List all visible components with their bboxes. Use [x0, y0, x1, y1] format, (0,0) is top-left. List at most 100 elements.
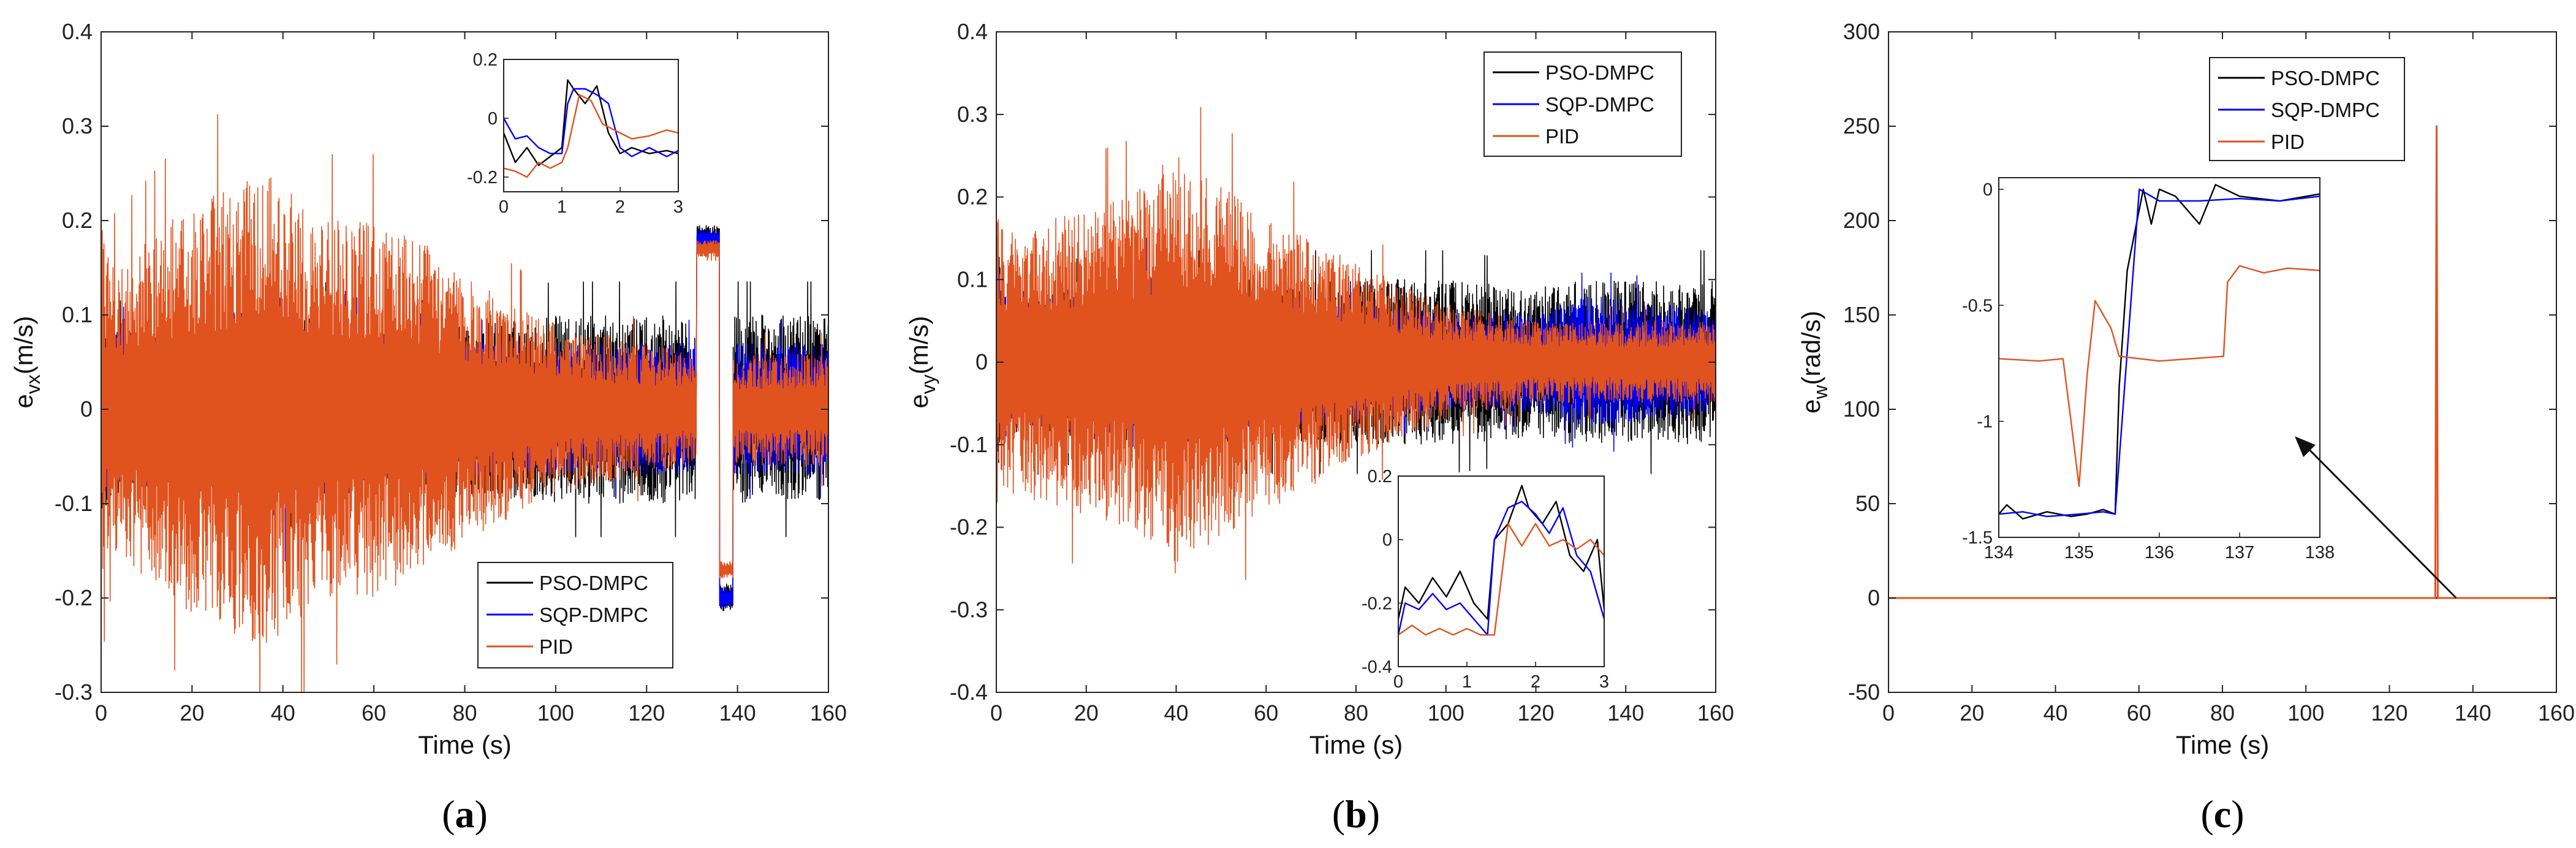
x-tick-label: 0 — [1882, 700, 1895, 725]
y-tick-label: 0.3 — [957, 102, 988, 127]
x-tick-label: 60 — [1254, 700, 1278, 725]
y-tick-label: 50 — [1855, 491, 1880, 516]
x-tick-label: 40 — [1164, 700, 1188, 725]
inset-x-tick-label: 138 — [2305, 543, 2335, 562]
inset-y-tick-label: -0.2 — [1362, 594, 1392, 613]
y-label-symbol: e — [9, 394, 38, 408]
inset-y-tick-label: -1.5 — [1962, 528, 1993, 548]
inset-x-tick-label: 136 — [2145, 543, 2174, 562]
panel-c: 0 20 40 60 80 100 120 140 160-500501001502002503… — [1797, 19, 2575, 836]
inset-y-tick-label: -1 — [1977, 412, 1993, 432]
inset-series-group — [1398, 485, 1604, 636]
inset-line-pso-dmpc — [1999, 184, 2320, 520]
y-label-symbol: e — [1797, 399, 1825, 414]
caption-letter: b — [1345, 792, 1367, 836]
x-tick-label: 60 — [2127, 700, 2151, 725]
inset-frame — [503, 59, 679, 192]
y-tick-label: 0.1 — [957, 267, 988, 292]
x-tick-label: 100 — [2287, 700, 2324, 725]
legend: PSO-DMPC SQP-DMPC PID — [2209, 57, 2405, 161]
panel-caption: (c) — [2200, 792, 2244, 836]
caption-close: ) — [475, 792, 488, 836]
y-tick-label: 300 — [1843, 19, 1880, 44]
inset-line-sqp-dmpc — [1999, 188, 2320, 518]
caption-open: ( — [442, 792, 455, 836]
x-tick-label: 20 — [180, 700, 204, 725]
series-group — [996, 107, 1716, 580]
inset-x-tick-label: 137 — [2225, 543, 2254, 562]
inset-line-pso-dmpc — [1398, 485, 1604, 620]
x-tick-label: 0 — [990, 700, 1002, 725]
y-tick-label: -0.2 — [950, 515, 988, 540]
x-axis-label: Time (s) — [418, 730, 511, 759]
inset-series-group — [1999, 184, 2320, 520]
legend-entry: PSO-DMPC — [539, 572, 648, 594]
inset-plot: 0 1 2 3-0.200.2 — [467, 50, 683, 217]
zoom-arrow-head — [2295, 436, 2316, 457]
series-line-pid — [101, 114, 828, 692]
y-label-subscript: w — [1809, 385, 1832, 400]
y-label-subscript: vy — [917, 374, 939, 394]
legend-entry: SQP-DMPC — [539, 604, 648, 626]
legend-entry: SQP-DMPC — [2271, 99, 2380, 121]
caption-letter: a — [455, 792, 475, 836]
inset-plot: 0 1 2 3 -0.4 -0.2 0 0.2 — [1362, 467, 1609, 692]
y-tick-label: 0 — [1868, 585, 1880, 610]
y-axis-label: evx(m/s) — [9, 316, 44, 409]
y-tick-label: -50 — [1848, 680, 1880, 705]
inset-x-tick-label: 2 — [1531, 672, 1540, 692]
x-tick-label: 40 — [271, 700, 295, 725]
legend-entry: PSO-DMPC — [1545, 61, 1654, 84]
inset-line-sqp-dmpc — [504, 88, 678, 157]
y-tick-label: 0 — [80, 396, 93, 422]
y-tick-label: -0.4 — [950, 680, 988, 705]
y-label-subscript: vx — [22, 374, 44, 394]
inset-y-tick-label: 0.2 — [1368, 467, 1392, 486]
panel-b: 0 20 40 60 80 100 120 140 160-0.4-0.3-0.2-0.100.… — [904, 19, 1734, 836]
legend: PSO-DMPC SQP-DMPC PID — [477, 562, 673, 668]
y-tick-label: 250 — [1843, 113, 1880, 138]
y-tick-label: -0.3 — [950, 597, 988, 622]
x-axis-label: Time (s) — [2176, 730, 2269, 759]
panel-a: 0 20 40 60 80 100 120 140 160-0.3-0.2-0.100.10.2… — [9, 19, 847, 836]
inset-x-tick-label: 2 — [615, 197, 625, 217]
inset-x-tick-label: 134 — [1984, 543, 2013, 562]
zoom-arrow-shaft — [2302, 442, 2457, 599]
x-tick-label: 160 — [1697, 700, 1734, 725]
series-group — [101, 114, 828, 692]
y-tick-label: 0.2 — [62, 208, 93, 233]
y-tick-label: 100 — [1843, 396, 1880, 422]
inset-area — [1398, 476, 1604, 667]
y-tick-label: -0.1 — [55, 491, 93, 516]
x-tick-label: 120 — [2371, 700, 2407, 725]
x-tick-label: 160 — [2538, 700, 2575, 725]
inset-y-tick-label: -0.5 — [1962, 296, 1993, 316]
x-tick-label: 100 — [1428, 700, 1464, 725]
inset-x-tick-label: 1 — [557, 197, 567, 217]
legend: PSO-DMPC SQP-DMPC PID — [1483, 51, 1682, 157]
inset-line-sqp-dmpc — [1398, 501, 1604, 636]
x-tick-label: 0 — [95, 700, 107, 725]
y-tick-label: 0.1 — [62, 302, 93, 327]
inset-line-pid — [504, 94, 678, 178]
x-tick-label: 160 — [810, 700, 847, 725]
inset-y-tick-label: -0.2 — [467, 168, 498, 187]
x-tick-label: 60 — [362, 700, 386, 725]
x-tick-label: 20 — [1960, 700, 1984, 725]
y-tick-label: 0 — [975, 349, 988, 374]
x-tick-label: 40 — [2043, 700, 2067, 725]
x-tick-label: 120 — [628, 700, 665, 725]
series-line-pid — [1888, 125, 2556, 599]
legend-entry: PID — [2271, 131, 2305, 153]
y-axis-label: ew(rad/s) — [1797, 311, 1832, 414]
caption-letter: c — [2214, 792, 2231, 836]
inset-area — [504, 59, 678, 192]
y-label-symbol: e — [904, 394, 933, 408]
y-tick-label: 0.2 — [957, 184, 988, 210]
x-tick-label: 80 — [1344, 700, 1368, 725]
inset-y-tick-label: 0 — [1382, 531, 1392, 550]
y-label-unit: (m/s) — [9, 316, 38, 375]
y-label-unit: (m/s) — [904, 316, 933, 375]
inset-series-group — [504, 79, 678, 178]
